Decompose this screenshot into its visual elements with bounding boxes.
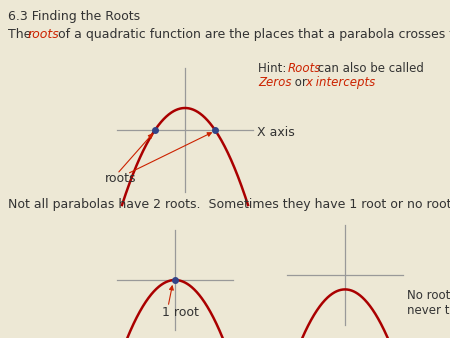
Text: 6.3 Finding the Roots: 6.3 Finding the Roots	[8, 10, 140, 23]
Text: 1 root: 1 root	[162, 306, 199, 319]
Text: X axis: X axis	[257, 126, 295, 140]
Text: No roots (parabola
never touched x axis): No roots (parabola never touched x axis)	[407, 289, 450, 317]
Text: Roots: Roots	[288, 62, 321, 75]
Text: or: or	[291, 76, 310, 89]
Text: The: The	[8, 28, 36, 41]
Text: Not all parabolas have 2 roots.  Sometimes they have 1 root or no roots.: Not all parabolas have 2 roots. Sometime…	[8, 198, 450, 211]
Text: roots: roots	[28, 28, 60, 41]
Text: Hint:: Hint:	[258, 62, 294, 75]
Text: can also be called: can also be called	[314, 62, 424, 75]
Text: roots: roots	[105, 172, 136, 185]
Text: Zeros: Zeros	[258, 76, 292, 89]
Text: of a quadratic function are the places that a parabola crosses the x axis.: of a quadratic function are the places t…	[54, 28, 450, 41]
Text: x intercepts: x intercepts	[305, 76, 375, 89]
